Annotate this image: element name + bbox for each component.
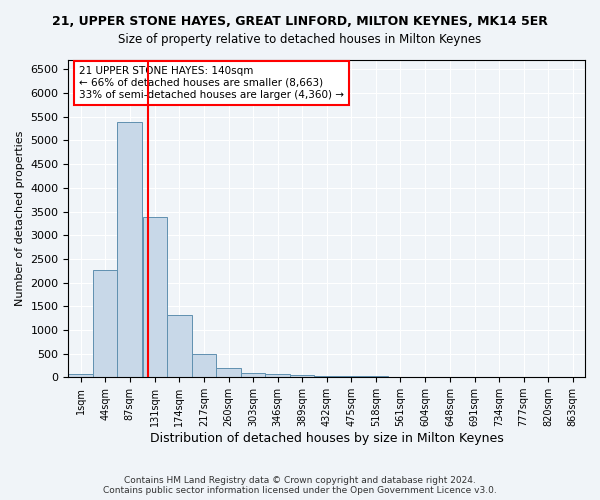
Bar <box>364 376 388 377</box>
Bar <box>68 374 93 377</box>
X-axis label: Distribution of detached houses by size in Milton Keynes: Distribution of detached houses by size … <box>150 432 503 445</box>
Bar <box>290 375 314 377</box>
Bar <box>241 373 265 377</box>
Text: Size of property relative to detached houses in Milton Keynes: Size of property relative to detached ho… <box>118 32 482 46</box>
Bar <box>93 270 118 377</box>
Bar <box>143 217 167 377</box>
Text: 21 UPPER STONE HAYES: 140sqm
← 66% of detached houses are smaller (8,663)
33% of: 21 UPPER STONE HAYES: 140sqm ← 66% of de… <box>79 66 344 100</box>
Bar <box>339 376 364 377</box>
Bar <box>314 376 339 377</box>
Text: Contains HM Land Registry data © Crown copyright and database right 2024.
Contai: Contains HM Land Registry data © Crown c… <box>103 476 497 495</box>
Bar <box>192 354 216 377</box>
Text: 21, UPPER STONE HAYES, GREAT LINFORD, MILTON KEYNES, MK14 5ER: 21, UPPER STONE HAYES, GREAT LINFORD, MI… <box>52 15 548 28</box>
Y-axis label: Number of detached properties: Number of detached properties <box>15 131 25 306</box>
Bar <box>216 368 241 377</box>
Bar <box>118 122 142 377</box>
Bar <box>265 374 290 377</box>
Bar <box>167 315 192 377</box>
